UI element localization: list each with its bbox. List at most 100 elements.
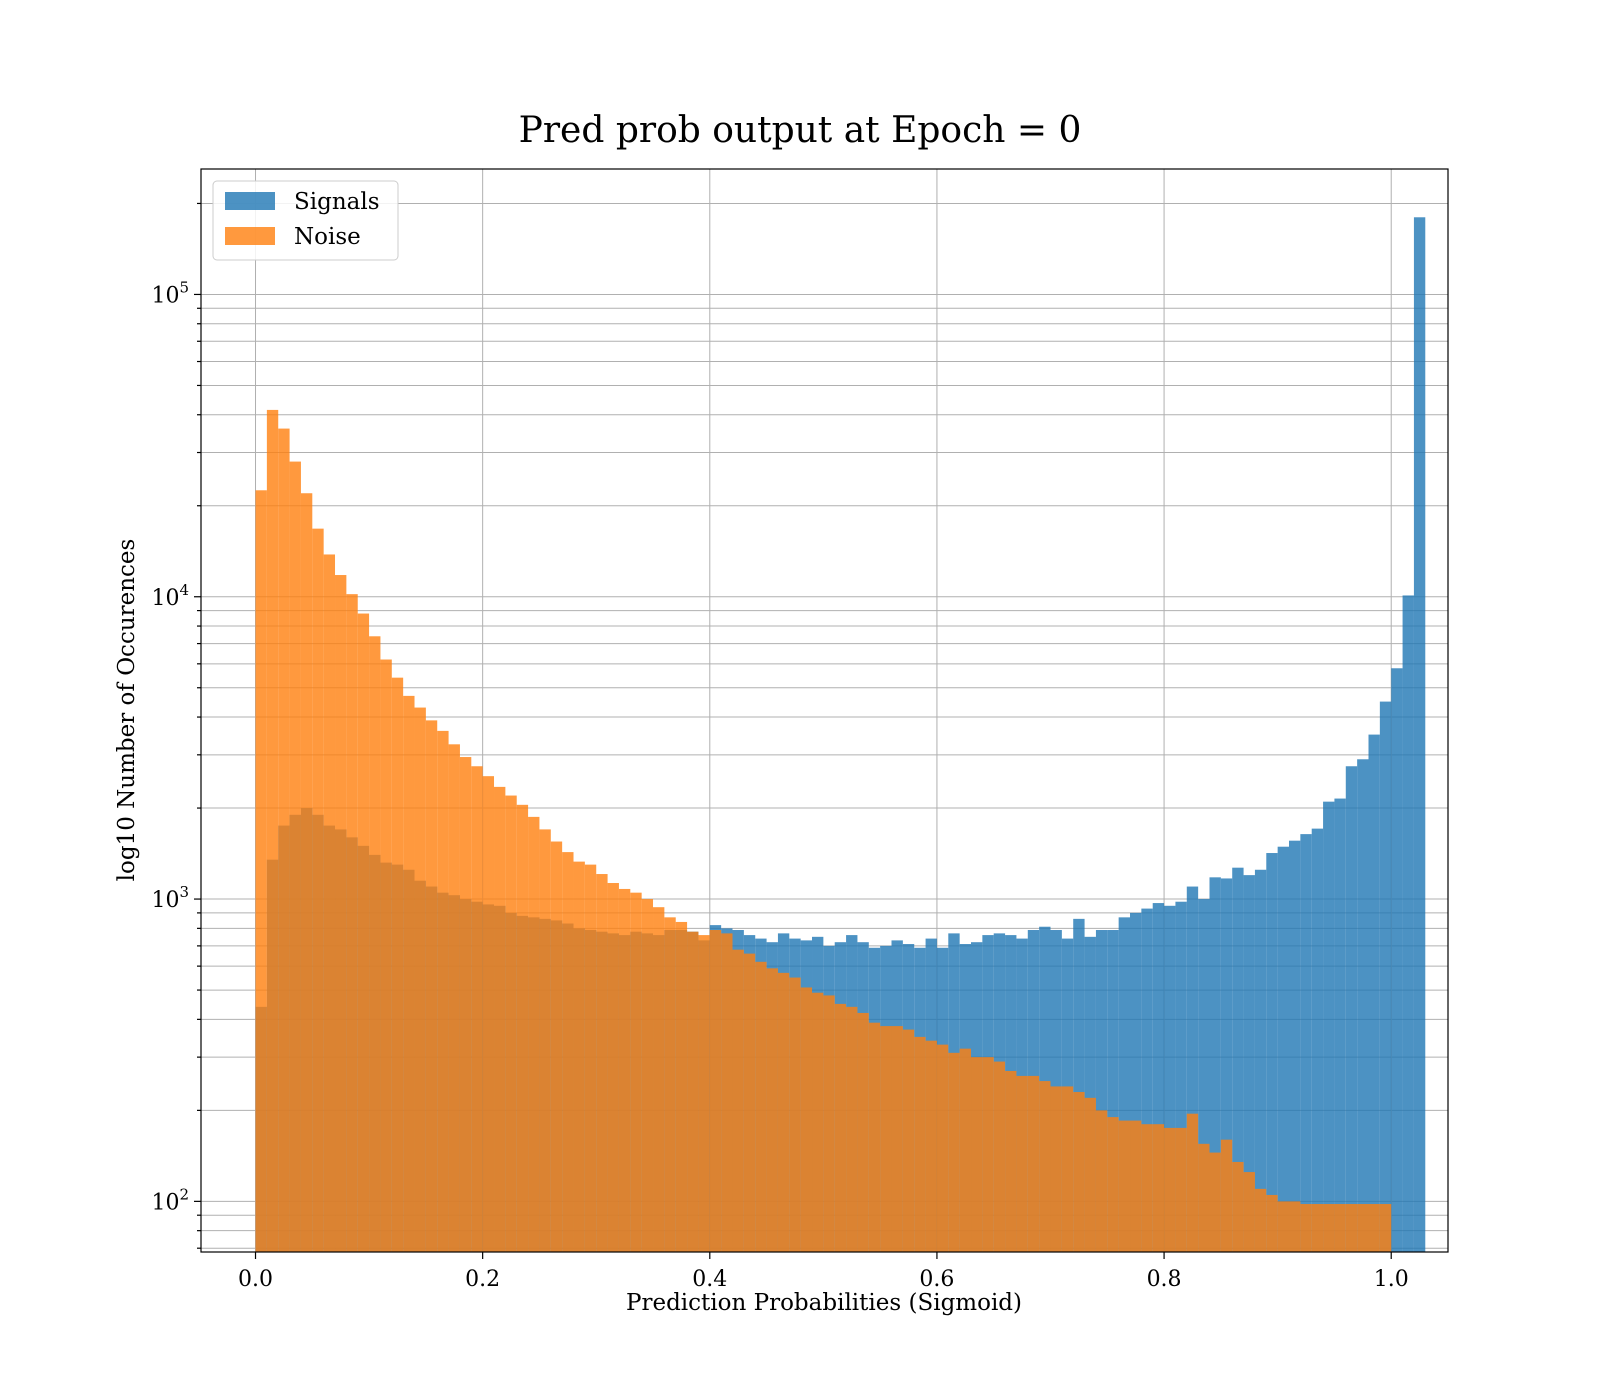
y-axis-label: log10 Number of Occurences: [114, 539, 140, 882]
noise-bar: [664, 917, 676, 1252]
signals-bar: [1175, 901, 1187, 1252]
noise-bar: [880, 1026, 892, 1252]
noise-bar: [812, 992, 824, 1252]
noise-bar: [1266, 1194, 1278, 1252]
tick-layer: 0.0 0.2 0.4 0.6 0.8 1.0 102 103 104 105: [151, 202, 1409, 1292]
signals-bar: [1084, 936, 1096, 1252]
noise-bar: [789, 977, 801, 1252]
noise-bar: [641, 899, 654, 1252]
noise-bar: [732, 949, 744, 1252]
noise-bar: [777, 972, 790, 1252]
noise-bar: [1107, 1117, 1119, 1252]
noise-bar: [266, 409, 279, 1252]
y-tick-label: 102: [151, 1185, 189, 1215]
signals-bar: [1186, 886, 1199, 1252]
noise-bar: [721, 933, 733, 1252]
x-tick-label: 0.8: [1147, 1267, 1182, 1292]
noise-bar: [1334, 1204, 1346, 1252]
noise-bar: [482, 776, 495, 1252]
x-tick-label: 0.0: [238, 1267, 273, 1292]
y-tick-label: 104: [151, 581, 189, 611]
noise-bar: [369, 636, 381, 1252]
noise-bar: [766, 968, 778, 1252]
noise-bar: [823, 995, 835, 1252]
signals-bar: [1334, 798, 1346, 1252]
x-tick-label: 0.2: [465, 1267, 500, 1292]
signals-bar: [1391, 668, 1403, 1252]
signals-bar: [1232, 867, 1244, 1252]
noise-bar: [800, 987, 813, 1252]
noise-bar: [1095, 1110, 1108, 1252]
noise-bar: [505, 795, 517, 1252]
noise-bar: [993, 1061, 1006, 1252]
noise-bar: [1164, 1127, 1176, 1252]
noise-bar: [1311, 1204, 1324, 1252]
noise-bar: [550, 841, 563, 1252]
noise-bar: [1118, 1120, 1131, 1252]
noise-bar: [1005, 1070, 1017, 1252]
noise-bar: [1357, 1204, 1369, 1252]
noise-bar: [675, 921, 688, 1252]
noise-bar: [255, 490, 267, 1252]
noise-bar: [1220, 1139, 1233, 1252]
noise-bar: [448, 744, 460, 1252]
noise-bar: [494, 786, 506, 1252]
legend-label-signals: Signals: [294, 189, 380, 215]
plot-frame: [200, 168, 1449, 1253]
signals-bar: [1357, 759, 1369, 1252]
noise-bar: [1209, 1152, 1221, 1252]
noise-bar: [1073, 1092, 1085, 1252]
noise-bar: [323, 554, 336, 1252]
signals-bar: [1243, 875, 1255, 1252]
noise-bar: [414, 707, 426, 1252]
noise-bar: [1323, 1204, 1335, 1252]
x-tick-label: 0.6: [919, 1267, 954, 1292]
noise-bar: [891, 1026, 903, 1252]
noise-bar: [607, 883, 619, 1252]
noise-bar: [618, 888, 631, 1252]
x-tick-label: 1.0: [1374, 1267, 1409, 1292]
noise-bar: [539, 829, 551, 1252]
noise-bar: [459, 757, 472, 1252]
noise-bar: [1300, 1204, 1312, 1252]
noise-bar: [1186, 1113, 1199, 1252]
noise-bar: [1345, 1204, 1358, 1252]
signals-bar: [1220, 878, 1233, 1252]
noise-bar: [698, 935, 710, 1252]
noise-bar: [1050, 1086, 1062, 1252]
noise-bar: [1016, 1075, 1028, 1252]
signals-bar: [1323, 801, 1335, 1252]
noise-bar: [312, 528, 324, 1252]
noise-bar: [1254, 1188, 1267, 1252]
signals-bar: [1254, 869, 1267, 1252]
signals-bar: [1209, 877, 1221, 1252]
noise-bar: [1039, 1081, 1051, 1252]
signals-bar: [1095, 930, 1108, 1252]
y-tick-label: 103: [151, 883, 189, 913]
noise-bar: [936, 1044, 949, 1252]
x-axis-label: Prediction Probabilities (Sigmoid): [626, 1290, 1022, 1316]
noise-bar: [1141, 1124, 1153, 1252]
signals-bar: [1379, 701, 1392, 1252]
noise-bar: [834, 1003, 847, 1252]
noise-bar: [709, 930, 722, 1252]
noise-bar: [971, 1057, 983, 1252]
noise-bar: [1152, 1124, 1165, 1252]
legend: Signals Noise: [212, 180, 399, 261]
noise-bar: [1027, 1075, 1040, 1252]
signals-bar: [1311, 828, 1324, 1252]
signals-bar: [1413, 217, 1426, 1252]
noise-bar: [289, 461, 301, 1252]
noise-bar: [403, 695, 415, 1252]
noise-bar: [914, 1036, 926, 1252]
signals-bar: [1289, 840, 1301, 1252]
noise-bar: [471, 766, 483, 1252]
noise-bar: [425, 720, 438, 1252]
noise-bar: [391, 677, 404, 1252]
noise-bar: [584, 864, 597, 1252]
noise-bar: [335, 575, 347, 1252]
signals-bar: [1107, 930, 1119, 1252]
legend-swatch-noise: [225, 227, 275, 245]
signals-bar: [1118, 917, 1131, 1252]
signals-bar: [1073, 918, 1085, 1252]
